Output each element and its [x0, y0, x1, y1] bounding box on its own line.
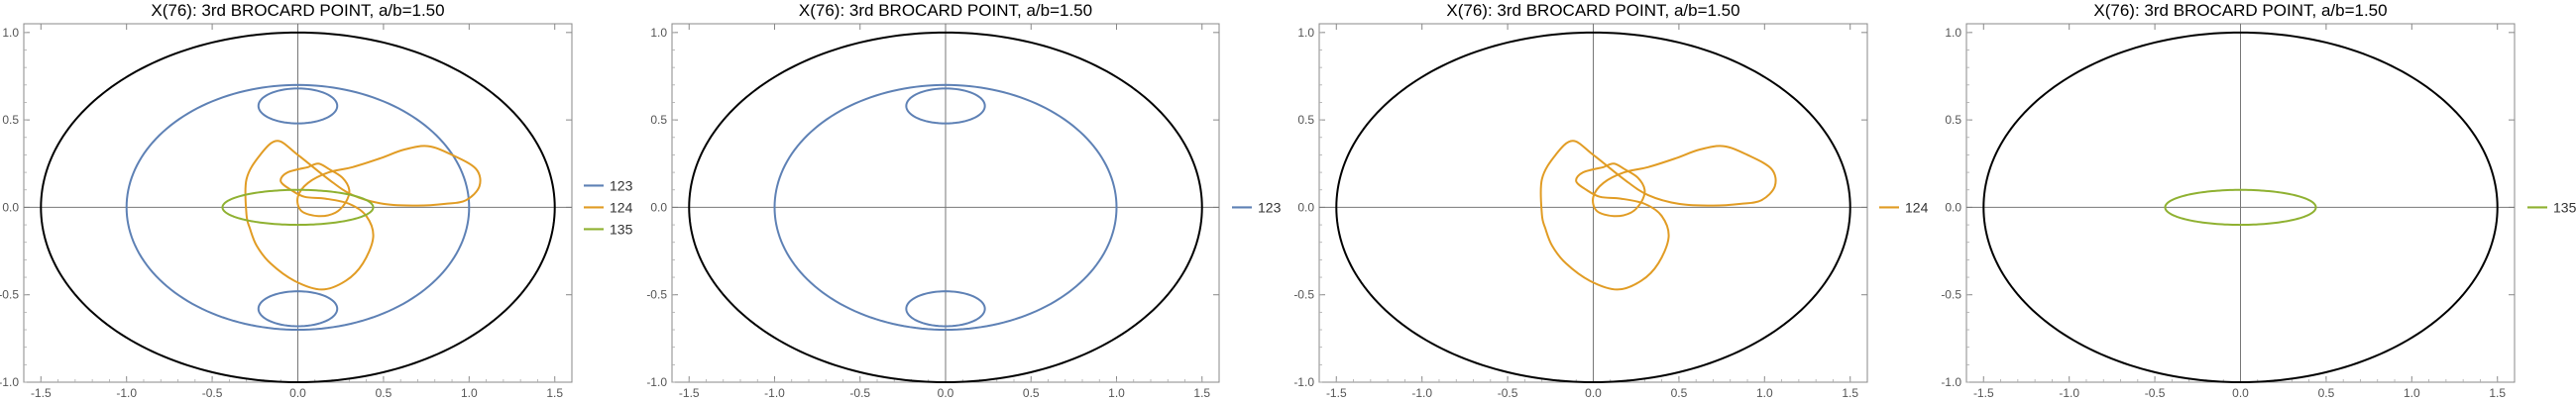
y-tick-label: -1.0 [1941, 375, 1961, 389]
x-tick-label: -1.0 [1411, 386, 1432, 400]
series-curve [257, 87, 339, 125]
legend-label: 135 [610, 221, 633, 237]
outer-ellipse [1335, 31, 1851, 384]
chart-panel-1: X(76): 3rd BROCARD POINT, a/b=1.50 -1.5 -1… [0, 1, 633, 400]
x-tick-label: 0.5 [376, 386, 392, 400]
x-tick-label: 0.5 [2318, 386, 2335, 400]
chart-title: X(76): 3rd BROCARD POINT, a/b=1.50 [2093, 1, 2387, 20]
y-tick-label: 0.5 [2, 113, 19, 127]
y-tick-label: 0.0 [650, 200, 667, 214]
legend-label: 123 [1258, 199, 1282, 215]
y-tick-label: 0.5 [650, 113, 667, 127]
series-123 [773, 83, 1118, 332]
chart-panel-2: X(76): 3rd BROCARD POINT, a/b=1.50 -1.5 -1… [646, 1, 1281, 400]
y-tick-label: 0.0 [1297, 200, 1314, 214]
x-tick-label: -1.5 [1326, 386, 1347, 400]
x-tick-label: 1.5 [1193, 386, 1210, 400]
legend-label: 124 [610, 199, 633, 215]
chart-title: X(76): 3rd BROCARD POINT, a/b=1.50 [799, 1, 1092, 20]
x-tick-label: 1.5 [1842, 386, 1858, 400]
series-curve [905, 290, 986, 328]
x-tick-label: -0.5 [849, 386, 870, 400]
chart-title: X(76): 3rd BROCARD POINT, a/b=1.50 [1446, 1, 1739, 20]
y-tick-label: 0.0 [1945, 200, 1961, 214]
x-tick-label: 0.0 [938, 386, 954, 400]
x-tick-label: -1.0 [116, 386, 137, 400]
x-tick-label: -1.0 [2059, 386, 2079, 400]
y-tick-label: -1.0 [1293, 375, 1314, 389]
legend-item-135: 135 [2527, 199, 2576, 215]
chart-title: X(76): 3rd BROCARD POINT, a/b=1.50 [151, 1, 444, 20]
x-tick-label: -0.5 [202, 386, 223, 400]
x-tick-label: -0.5 [2145, 386, 2166, 400]
x-tick-label: 1.0 [1108, 386, 1125, 400]
y-tick-label: 0.5 [1945, 113, 1961, 127]
y-tick-label: 0.5 [1297, 113, 1314, 127]
x-tick-label: 0.0 [1585, 386, 1602, 400]
legend-item-123: 123 [584, 177, 633, 193]
y-tick-label: 1.0 [2, 26, 19, 40]
x-tick-label: -1.5 [679, 386, 700, 400]
x-tick-label: -1.5 [1973, 386, 1994, 400]
series-curve [773, 83, 1118, 332]
outer-ellipse [1982, 31, 2499, 384]
y-tick-label: -1.0 [0, 375, 19, 389]
series-123 [125, 83, 471, 332]
series-curve [905, 87, 986, 125]
x-tick-label: 0.0 [2232, 386, 2249, 400]
x-tick-label: -0.5 [1498, 386, 1518, 400]
x-tick-label: 0.5 [1671, 386, 1688, 400]
outer-ellipse [688, 31, 1203, 384]
series-curve [125, 83, 471, 332]
legend-item-124: 124 [1879, 199, 1929, 215]
chart-panel-4: X(76): 3rd BROCARD POINT, a/b=1.50 -1.5 -1… [1941, 1, 2576, 400]
y-tick-label: -0.5 [1941, 288, 1961, 302]
y-tick-label: -0.5 [1293, 288, 1314, 302]
series-curve [1539, 140, 1777, 291]
x-tick-label: 1.5 [546, 386, 563, 400]
series-135 [221, 188, 375, 227]
y-tick-label: 1.0 [1297, 26, 1314, 40]
legend-item-124: 124 [584, 199, 633, 215]
x-tick-label: -1.0 [764, 386, 785, 400]
x-tick-label: 0.5 [1023, 386, 1040, 400]
y-tick-label: -1.0 [646, 375, 667, 389]
legend-item-135: 135 [584, 221, 633, 237]
y-tick-label: -0.5 [0, 288, 19, 302]
series-124 [1539, 140, 1777, 291]
x-tick-label: 0.0 [289, 386, 306, 400]
x-tick-label: 1.0 [2404, 386, 2420, 400]
legend-label: 124 [1905, 199, 1929, 215]
x-tick-label: 1.5 [2489, 386, 2506, 400]
x-tick-label: 1.0 [1756, 386, 1773, 400]
y-tick-label: 1.0 [1945, 26, 1961, 40]
x-tick-label: 1.0 [461, 386, 478, 400]
legend-label: 123 [610, 177, 633, 193]
y-tick-label: -0.5 [646, 288, 667, 302]
series-curve [221, 188, 375, 227]
legend-item-123: 123 [1232, 199, 1282, 215]
chart-panel-3: X(76): 3rd BROCARD POINT, a/b=1.50 -1.5 -1… [1293, 1, 1928, 400]
legend-label: 135 [2553, 199, 2576, 215]
series-135 [2164, 188, 2317, 227]
x-tick-label: -1.5 [31, 386, 52, 400]
series-curve [257, 290, 339, 328]
y-tick-label: 1.0 [650, 26, 667, 40]
series-curve [2164, 188, 2317, 227]
y-tick-label: 0.0 [2, 200, 19, 214]
outer-ellipse [40, 31, 556, 384]
